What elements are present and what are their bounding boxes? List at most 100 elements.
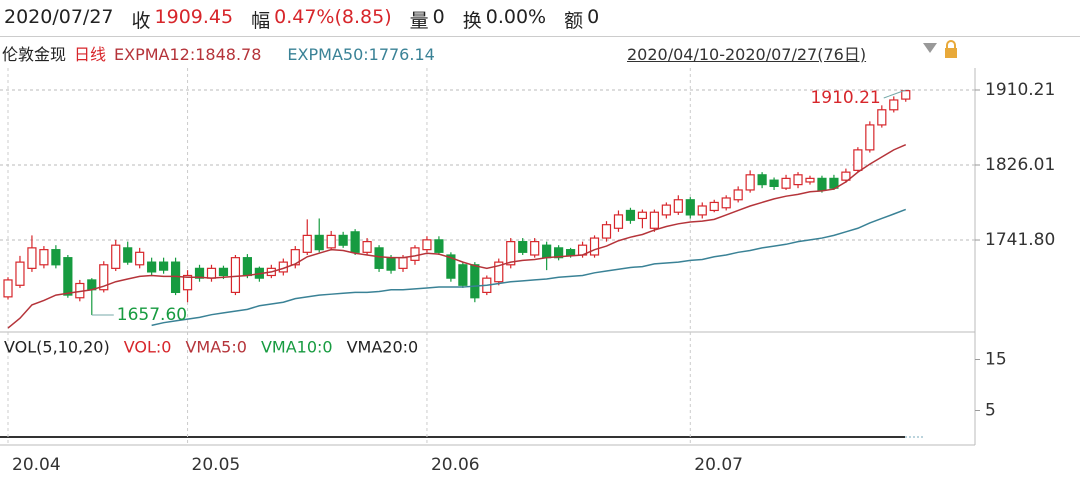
divider bbox=[0, 36, 1080, 37]
candle-body bbox=[865, 124, 875, 151]
candle-body bbox=[781, 177, 791, 189]
candle-body bbox=[63, 257, 73, 296]
header-field: 收 1909.45 bbox=[132, 6, 234, 34]
candle-body bbox=[721, 197, 731, 209]
candle-body bbox=[362, 241, 372, 253]
volume-legend: VMA20:0 bbox=[347, 338, 419, 357]
candle-body bbox=[637, 211, 648, 220]
y-tick-label: 1910.21 bbox=[985, 80, 1055, 100]
candle-body bbox=[841, 171, 851, 181]
volume-legend: VMA5:0 bbox=[185, 338, 246, 357]
candle-body bbox=[386, 257, 396, 271]
header-field: 幅 0.47%(8.85) bbox=[251, 6, 392, 34]
header: 2020/07/27 收 1909.45 幅 0.47%(8.85) 量 0 换 0.00% 额… bbox=[4, 6, 599, 34]
legend-entry: EXPMA12:1848.78 bbox=[114, 45, 262, 64]
candle-body bbox=[601, 224, 612, 239]
annotation: 1910.21 bbox=[810, 88, 880, 108]
candle-body bbox=[709, 201, 719, 212]
candle-body bbox=[3, 279, 13, 298]
candle-body bbox=[661, 204, 671, 216]
x-tick-label: 20.04 bbox=[12, 455, 61, 475]
volume-legend: VOL:0 bbox=[124, 338, 172, 357]
candle-body bbox=[889, 99, 899, 111]
candle-body bbox=[817, 177, 827, 191]
candle-body bbox=[422, 239, 432, 251]
annotation-line bbox=[883, 89, 906, 99]
field-label: 额 bbox=[564, 10, 584, 32]
candle-body bbox=[410, 247, 420, 261]
candle-body bbox=[565, 249, 576, 256]
candle-body bbox=[302, 234, 312, 253]
candle-body bbox=[757, 174, 767, 186]
candle-body bbox=[530, 241, 540, 256]
field-value: 0.00% bbox=[485, 6, 547, 28]
candle-body bbox=[242, 257, 252, 277]
candle-body bbox=[554, 247, 564, 259]
instrument: 伦敦金现 bbox=[2, 45, 67, 64]
candle-body bbox=[625, 209, 636, 221]
candle-body bbox=[338, 234, 348, 246]
header-field: 换 0.00% bbox=[463, 6, 546, 34]
candle-body bbox=[506, 241, 516, 266]
field-value: 1909.45 bbox=[154, 6, 234, 28]
candle-body bbox=[51, 249, 61, 266]
candle-body bbox=[147, 261, 157, 273]
field-label: 换 bbox=[462, 10, 482, 32]
candle-body bbox=[542, 244, 552, 259]
field-label: 收 bbox=[131, 10, 151, 32]
candle-body bbox=[434, 239, 444, 253]
volume-legend: VMA10:0 bbox=[261, 338, 333, 357]
field-label: 幅 bbox=[251, 10, 271, 32]
candle-body bbox=[458, 264, 468, 286]
candle-body bbox=[182, 274, 193, 291]
candle-body bbox=[15, 261, 25, 286]
candle-body bbox=[649, 211, 659, 229]
field-value: 0 bbox=[432, 6, 445, 28]
candle-body bbox=[159, 261, 169, 271]
volume-legend: VOL(5,10,20) bbox=[4, 338, 110, 357]
period: 日线 bbox=[74, 45, 107, 64]
info-row: 伦敦金现 日线 EXPMA12:1848.78 EXPMA50:1776.14 202… bbox=[2, 40, 977, 65]
candle-body bbox=[685, 199, 695, 216]
candle-body bbox=[218, 267, 229, 277]
candle-body bbox=[470, 264, 480, 299]
annotation: 1657.60 bbox=[117, 305, 187, 325]
candle-body bbox=[518, 241, 528, 253]
x-tick-label: 20.06 bbox=[431, 455, 480, 475]
candle-body bbox=[99, 264, 109, 291]
candle-body bbox=[39, 249, 49, 266]
y-tick-label: 5 bbox=[985, 401, 996, 421]
candle-body bbox=[326, 234, 336, 249]
candle-body bbox=[901, 90, 911, 100]
candle-body bbox=[733, 189, 743, 201]
field-value: 0 bbox=[587, 6, 600, 28]
candle-body bbox=[769, 179, 779, 187]
candle-body bbox=[673, 199, 683, 213]
candle-body bbox=[111, 244, 121, 269]
y-tick-label: 1826.01 bbox=[985, 155, 1055, 175]
candle-body bbox=[27, 247, 37, 269]
candle-body bbox=[494, 261, 504, 283]
candle-body bbox=[194, 267, 205, 279]
candle-body bbox=[230, 257, 241, 294]
candle-body bbox=[446, 254, 456, 279]
candle-body bbox=[290, 249, 300, 266]
candle-body bbox=[793, 174, 803, 186]
candle-body bbox=[877, 109, 887, 126]
icons bbox=[923, 40, 957, 58]
candle-body bbox=[135, 251, 145, 266]
candle-body bbox=[374, 247, 384, 269]
field-label: 量 bbox=[409, 10, 429, 32]
y-tick-label: 15 bbox=[985, 350, 1007, 370]
expma-line bbox=[7, 144, 907, 329]
candle-body bbox=[829, 177, 839, 189]
candle-body bbox=[206, 267, 217, 279]
candle-body bbox=[613, 214, 624, 229]
candle-body bbox=[314, 234, 324, 251]
candle-body bbox=[350, 231, 360, 253]
date-range[interactable]: 2020/04/10-2020/07/27(76日) bbox=[627, 45, 867, 64]
x-tick-label: 20.05 bbox=[192, 455, 241, 475]
